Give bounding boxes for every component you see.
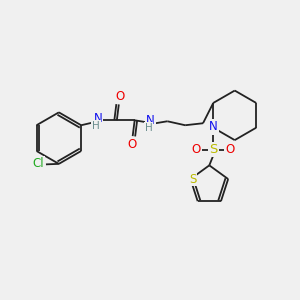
Text: H: H: [92, 121, 100, 131]
Text: O: O: [127, 138, 136, 151]
Text: O: O: [226, 143, 235, 156]
Text: S: S: [189, 172, 196, 185]
Text: N: N: [94, 112, 102, 125]
Text: O: O: [115, 90, 124, 103]
Text: N: N: [209, 120, 218, 133]
Text: S: S: [209, 143, 218, 156]
Text: H: H: [145, 123, 152, 133]
Text: O: O: [192, 143, 201, 156]
Text: Cl: Cl: [32, 158, 44, 170]
Text: N: N: [146, 114, 155, 127]
